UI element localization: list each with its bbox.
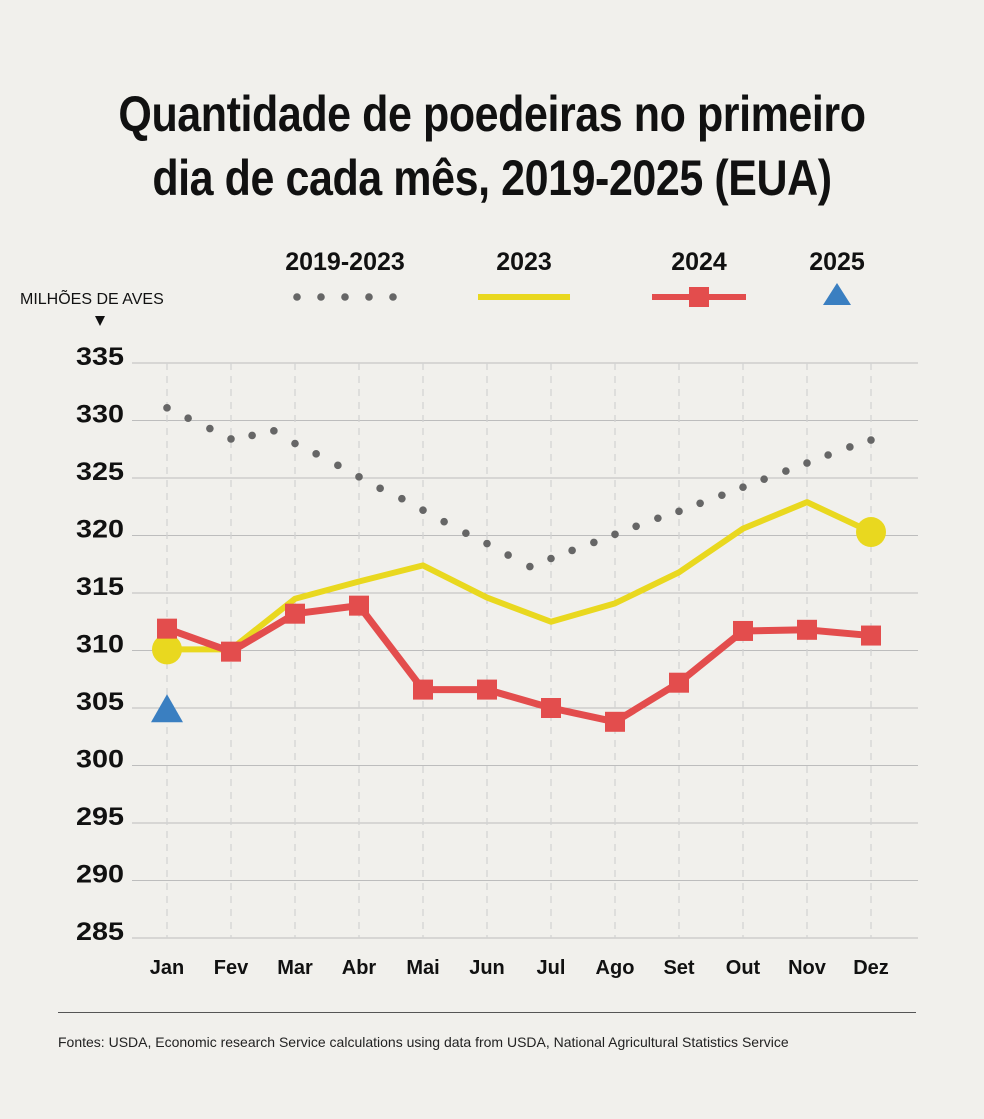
legend-symbol-dot <box>341 293 349 301</box>
avg-2019-2023-point <box>184 414 192 423</box>
series-2024-point <box>605 711 625 732</box>
x-tick-label: Dez <box>853 957 889 979</box>
x-tick-label: Jul <box>537 957 566 979</box>
avg-2019-2023-point <box>654 514 662 523</box>
x-tick-label: Mar <box>277 957 313 979</box>
avg-2019-2023-point <box>803 459 811 467</box>
legend-symbol-2024-square <box>689 287 709 307</box>
legend-symbol-dot <box>317 293 325 301</box>
series-2024-point <box>669 672 689 693</box>
avg-2019-2023-point <box>675 507 683 516</box>
avg-2019-2023-point <box>248 431 256 440</box>
avg-2019-2023-point <box>611 530 619 539</box>
x-tick-label: Out <box>726 957 761 979</box>
x-tick-label: Ago <box>596 957 635 979</box>
series-2024-point <box>541 698 561 718</box>
avg-2019-2023-point <box>526 562 534 571</box>
series-2025-point <box>151 694 183 723</box>
avg-2019-2023-point <box>846 443 854 451</box>
axes: 285 290 295 300 305 310 315 320 325 330 335 Jan Fev M… <box>20 288 889 979</box>
y-tick-label: 310 <box>76 631 124 659</box>
avg-2019-2023-point <box>590 538 598 547</box>
avg-2019-2023-point <box>568 546 576 555</box>
avg-2019-2023-point <box>547 554 555 563</box>
avg-2019-2023-point <box>824 451 832 459</box>
y-tick-label: 305 <box>76 688 124 716</box>
avg-2019-2023-point <box>227 435 235 443</box>
x-tick-label: Jan <box>150 957 184 979</box>
series <box>151 404 886 732</box>
avg-2019-2023-point <box>291 439 299 448</box>
series-2024-line <box>165 602 872 726</box>
series-2023-line <box>164 499 874 653</box>
series-2024-point <box>413 679 433 700</box>
series-2024-point <box>221 641 241 662</box>
avg-2019-2023-point <box>398 494 406 503</box>
x-tick-label: Set <box>663 957 694 979</box>
avg-2019-2023-point <box>270 427 278 435</box>
series-2024-point <box>157 618 177 639</box>
series-2024-point <box>285 603 305 624</box>
x-tick-label: Fev <box>214 957 249 979</box>
x-tick-label: Mai <box>406 957 439 979</box>
avg-2019-2023-point <box>206 424 214 433</box>
y-tick-label: 300 <box>76 746 124 774</box>
series-2024-point <box>349 595 369 616</box>
legend-symbol-dot <box>365 293 373 301</box>
avg-2019-2023-point <box>163 404 171 412</box>
y-tick-label: 295 <box>76 803 124 831</box>
x-tick-label: Jun <box>469 957 505 979</box>
avg-2019-2023-point <box>355 473 363 481</box>
x-tick-label: Nov <box>788 957 827 979</box>
down-arrow-icon <box>95 316 105 326</box>
source-note: Fontes: USDA, Economic research Service … <box>58 1034 789 1050</box>
y-tick-label: 325 <box>76 458 124 486</box>
avg-2019-2023-point <box>504 551 512 559</box>
legend-label-2025: 2025 <box>809 248 865 276</box>
footer-divider <box>58 1012 916 1013</box>
series-2024-point <box>861 625 881 646</box>
avg-2019-2023-point <box>696 499 704 508</box>
avg-2019-2023-point <box>739 483 747 492</box>
y-tick-label: 320 <box>76 516 124 544</box>
legend-label-2024: 2024 <box>671 248 727 276</box>
series-2024-point <box>733 620 753 641</box>
avg-2019-2023-point <box>334 461 342 470</box>
chart-title-line-1: Quantidade de poedeiras no primeiro <box>118 86 866 142</box>
avg-2019-2023-point <box>867 436 875 444</box>
avg-2019-2023-point <box>440 517 448 526</box>
series-2024-point <box>797 619 817 640</box>
avg-2019-2023-point <box>376 484 384 493</box>
series-2023-endpoint <box>856 517 886 548</box>
legend-label-2019-2023: 2019-2023 <box>285 248 405 276</box>
y-tick-label: 290 <box>76 861 124 889</box>
legend: 2019-2023 2023 2024 2025 <box>285 248 865 307</box>
avg-2019-2023-point <box>462 529 470 537</box>
y-axis-unit-label: MILHÕES DE AVES <box>20 288 164 308</box>
avg-2019-2023-point <box>782 467 790 475</box>
y-tick-label: 285 <box>76 918 124 946</box>
y-tick-label: 335 <box>76 343 124 371</box>
y-tick-label: 315 <box>76 573 124 601</box>
avg-2019-2023-point <box>419 506 427 514</box>
series-2023-endpoint <box>152 634 182 665</box>
x-tick-label: Abr <box>342 957 377 979</box>
avg-2019-2023-point <box>483 539 491 548</box>
avg-2019-2023-point <box>718 491 726 500</box>
legend-label-2023: 2023 <box>496 248 552 276</box>
chart-title-line-2: dia de cada mês, 2019-2025 (EUA) <box>152 150 832 206</box>
legend-symbol-dot <box>389 293 397 301</box>
avg-2019-2023-point <box>632 522 640 531</box>
avg-2019-2023-point <box>312 450 320 458</box>
grid <box>132 362 918 939</box>
avg-2019-2023-point <box>760 475 768 483</box>
legend-symbol-2025 <box>823 283 851 305</box>
line-chart: 2019-2023 2023 2024 2025 285 290 295 300 305 310… <box>20 248 918 979</box>
y-tick-label: 330 <box>76 401 124 429</box>
series-2024-point <box>477 679 497 700</box>
legend-symbol-dot <box>293 293 301 301</box>
chart-title: Quantidade de poedeiras no primeiro dia … <box>69 82 915 210</box>
